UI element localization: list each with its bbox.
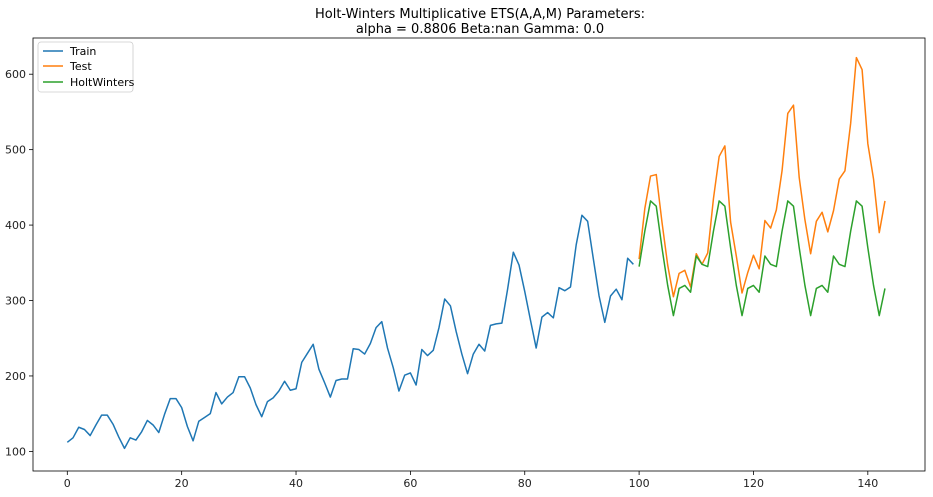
y-tick-label: 200 xyxy=(5,370,26,383)
y-axis-ticks: 100 200 300 400 500 600 xyxy=(5,68,33,458)
legend-label-holtwinters: HoltWinters xyxy=(70,76,135,89)
x-tick-label: 100 xyxy=(629,477,650,490)
y-tick-label: 500 xyxy=(5,144,26,157)
x-tick-label: 60 xyxy=(403,477,417,490)
x-tick-label: 0 xyxy=(64,477,71,490)
y-tick-label: 600 xyxy=(5,68,26,81)
x-tick-label: 140 xyxy=(857,477,878,490)
chart-title-line-2: alpha = 0.8806 Beta:nan Gamma: 0.0 xyxy=(356,22,604,37)
series-line-test xyxy=(638,56,886,298)
plot-area xyxy=(32,37,926,472)
y-tick-label: 100 xyxy=(5,445,26,458)
x-axis-ticks: 0 20 40 60 80 100 120 140 xyxy=(64,471,878,490)
y-tick-label: 300 xyxy=(5,295,26,308)
series-line-train xyxy=(66,214,634,450)
y-tick-label: 400 xyxy=(5,219,26,232)
series-line-holtwinters xyxy=(638,200,886,317)
chart-title-line-1: Holt-Winters Multiplicative ETS(A,A,M) P… xyxy=(315,7,645,22)
x-tick-label: 20 xyxy=(175,477,189,490)
x-tick-label: 40 xyxy=(289,477,303,490)
x-tick-label: 80 xyxy=(518,477,532,490)
series-lines xyxy=(66,56,886,450)
legend-label-train: Train xyxy=(69,45,96,58)
x-tick-label: 120 xyxy=(743,477,764,490)
legend-label-test: Test xyxy=(69,60,92,73)
legend: Train Test HoltWinters xyxy=(37,41,135,93)
legend-box xyxy=(37,41,134,93)
